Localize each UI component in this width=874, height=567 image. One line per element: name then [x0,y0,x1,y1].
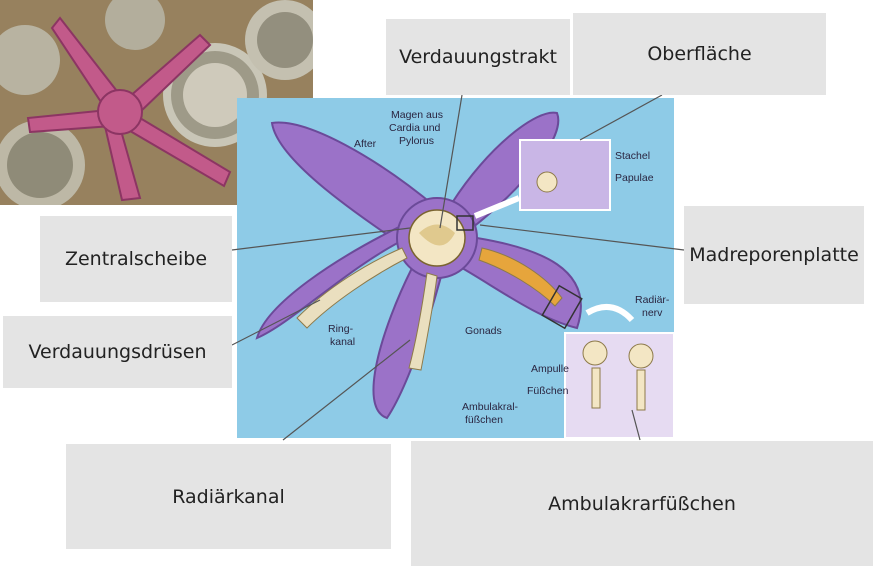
digestive-gland [296,247,563,371]
inset-marker [541,284,583,330]
label-box-oberflaeche[interactable]: Oberfläche [573,13,826,95]
starfish [26,16,232,202]
label-ampulle: Ampulle [531,363,569,375]
sea-urchin [0,120,85,205]
inset-arrow [585,303,635,323]
label-radiaer-1: Radiär- [635,294,670,306]
label-ring-2: kanal [330,336,355,348]
label-stachel: Stachel [615,150,650,162]
label-radiaer-2: nerv [642,307,663,319]
label-magen-2: Cardia und [389,122,441,134]
label-box-verdauungstrakt[interactable]: Verdauungstrakt [386,19,570,95]
inset-arrow [473,195,521,219]
label-magen-1: Magen aus [391,109,443,121]
label-ambulakral-1: Ambulakral- [462,401,519,413]
sea-urchin [245,0,313,80]
label-box-verdauungsdruesen[interactable]: Verdauungsdrüsen [3,316,232,388]
inset-surface: Stachel Papulae [519,139,654,211]
label-magen-3: Pylorus [399,135,434,147]
inset-foot [564,332,674,438]
label-fuesschen: Füßchen [527,385,569,397]
label-box-zentralscheibe[interactable]: Zentralscheibe [40,216,232,302]
starfish-anatomy-diagram: Stachel Papulae Magen aus Cardia und Pyl… [237,98,674,438]
label-gonads: Gonads [465,325,502,337]
label-box-radiaerkanal[interactable]: Radiärkanal [66,444,391,549]
sea-urchin [105,0,165,50]
label-box-madreporenplatte[interactable]: Madreporenplatte [684,206,864,304]
label-papulae: Papulae [615,172,654,184]
label-ambulakral-2: füßchen [465,414,503,426]
sea-urchin [0,25,60,95]
label-ring-1: Ring- [328,323,354,335]
label-after: After [354,138,377,150]
label-box-ambulakrarfuesschen[interactable]: Ambulakrarfüßchen [411,441,873,566]
